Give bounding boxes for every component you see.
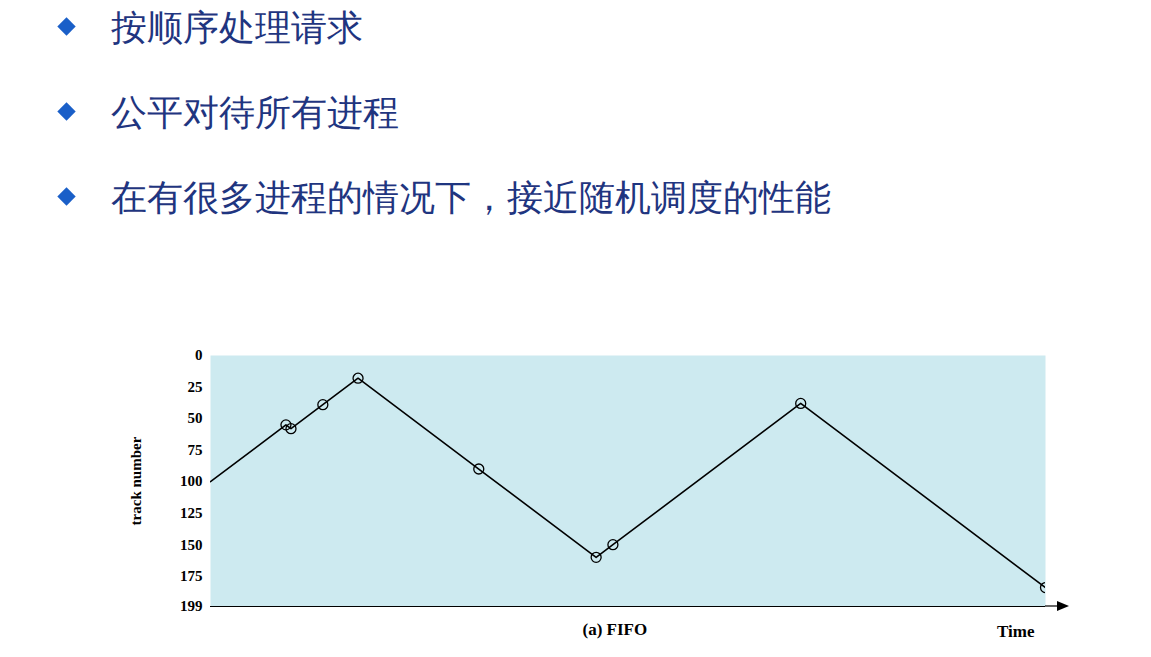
- html-text:公平对待所有进程: 公平对待所有进程: [111, 92, 399, 133]
- svg-text:75: 75: [188, 442, 203, 458]
- svg-text:track number: track number: [128, 436, 144, 525]
- svg-text:125: 125: [180, 505, 203, 521]
- svg-text:25: 25: [188, 379, 203, 395]
- svg-text:50: 50: [188, 410, 203, 426]
- html-text:(a) FIFO: (a) FIFO: [582, 620, 648, 639]
- html-text:Time: Time: [997, 622, 1035, 641]
- svg-text:0: 0: [195, 347, 203, 363]
- html-text:在有很多进程的情况下，接近随机调度的性能: 在有很多进程的情况下，接近随机调度的性能: [111, 177, 831, 218]
- svg-text:150: 150: [180, 536, 203, 552]
- html-text:按顺序处理请求: 按顺序处理请求: [111, 7, 363, 48]
- svg-text:175: 175: [180, 568, 203, 584]
- svg-text:100: 100: [180, 473, 203, 489]
- svg-text:199: 199: [180, 598, 203, 614]
